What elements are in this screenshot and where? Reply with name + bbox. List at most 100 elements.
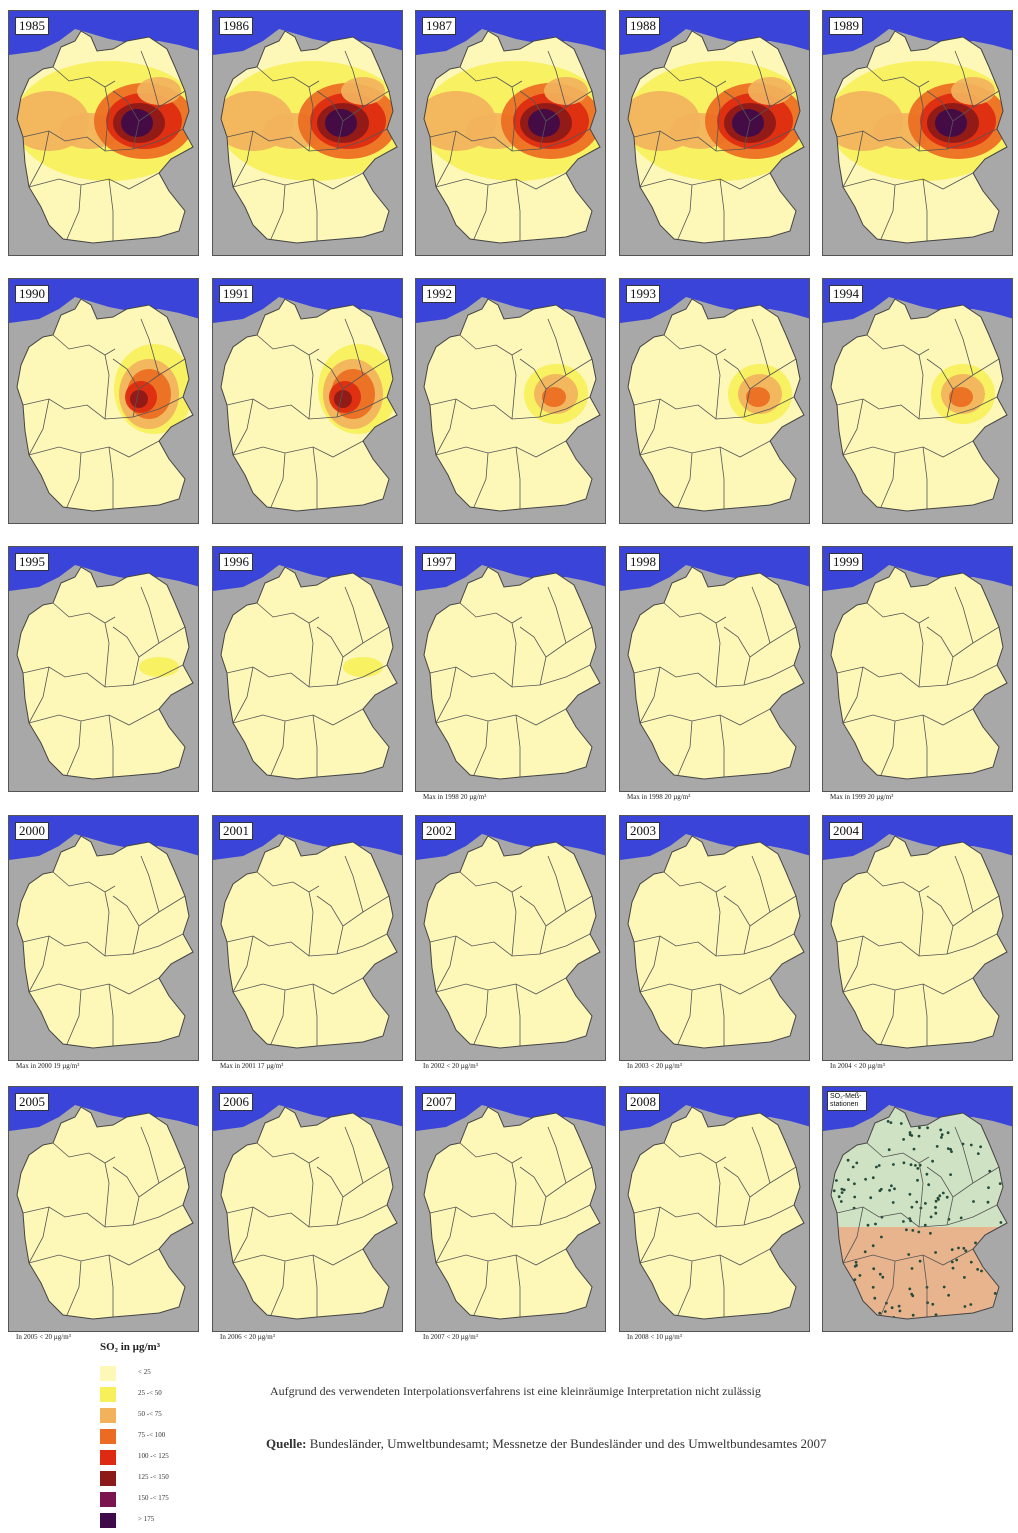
state-border xyxy=(539,1166,593,1226)
station-dot xyxy=(851,1165,855,1169)
station-dot xyxy=(949,1148,952,1151)
state-border xyxy=(108,1254,114,1317)
state-border xyxy=(880,720,896,776)
state-border xyxy=(743,358,797,418)
station-dot xyxy=(964,1249,968,1253)
state-border xyxy=(226,128,388,152)
state-border xyxy=(926,358,954,390)
concentration-area xyxy=(343,657,383,677)
state-border xyxy=(715,354,721,420)
state-border xyxy=(232,398,254,456)
sea-area xyxy=(213,547,402,591)
state-border xyxy=(946,90,1000,150)
state-border xyxy=(132,358,186,418)
state-border xyxy=(539,90,593,150)
state-border xyxy=(719,714,725,777)
station-dot xyxy=(871,1176,875,1180)
legend-swatch xyxy=(100,1492,116,1507)
germany-map xyxy=(823,11,1012,244)
state-border xyxy=(232,1206,254,1264)
station-dot xyxy=(938,1194,942,1198)
state-border xyxy=(270,452,286,508)
state-border xyxy=(723,90,751,122)
map-panel-2005: 2005 xyxy=(8,1086,199,1332)
state-border xyxy=(677,720,693,776)
station-dot xyxy=(929,1215,933,1219)
state-border xyxy=(842,172,974,190)
station-dot xyxy=(986,1309,990,1313)
state-border xyxy=(836,128,998,152)
map-caption: Max in 1998 20 µg/m³ xyxy=(423,793,487,801)
year-label: 1987 xyxy=(422,17,456,35)
year-label: 2002 xyxy=(422,822,456,840)
station-dot xyxy=(854,1260,858,1264)
station-dot xyxy=(910,1292,914,1296)
station-map-panel: SO₂-Meß-stationen xyxy=(822,1086,1013,1332)
state-border xyxy=(715,86,721,152)
map-panel-1998: 1998 xyxy=(619,546,810,792)
map-panel-2008: 2008 xyxy=(619,1086,810,1332)
state-border xyxy=(723,1166,751,1198)
station-dot xyxy=(963,1276,966,1279)
sea-area xyxy=(823,547,1012,591)
station-dot xyxy=(842,1188,846,1192)
state-border xyxy=(511,1162,517,1228)
state-border xyxy=(336,90,390,150)
state-border xyxy=(140,1126,160,1184)
germany-map xyxy=(620,816,809,1049)
state-border xyxy=(842,1206,864,1264)
country-border xyxy=(830,298,1008,512)
state-border xyxy=(842,935,864,993)
germany-land xyxy=(628,836,804,1048)
concentration-area xyxy=(528,109,560,137)
source-label: Quelle: xyxy=(266,1436,307,1451)
state-border xyxy=(677,989,693,1045)
state-border xyxy=(880,184,896,240)
state-border xyxy=(112,358,140,390)
state-border xyxy=(918,891,924,957)
country-border xyxy=(627,298,805,512)
state-border xyxy=(922,446,928,509)
station-dot xyxy=(835,1147,839,1151)
state-border xyxy=(547,1126,567,1184)
state-border xyxy=(140,50,160,108)
country-border xyxy=(830,1106,1008,1320)
state-border xyxy=(639,440,771,458)
map-panel-2003: 2003 xyxy=(619,815,810,1061)
country-border xyxy=(423,566,601,780)
station-dot xyxy=(845,1305,849,1309)
map-panel-2000: 2000 xyxy=(8,815,199,1061)
map-panel-1987: 1987 xyxy=(415,10,606,256)
state-border xyxy=(663,66,727,88)
state-border xyxy=(880,989,896,1045)
state-border xyxy=(663,334,727,356)
sea-area xyxy=(823,816,1012,860)
state-border xyxy=(918,86,924,152)
germany-map xyxy=(416,816,605,1049)
state-border xyxy=(842,708,974,726)
state-border xyxy=(429,664,591,688)
germany-map xyxy=(620,547,809,780)
year-label: 2006 xyxy=(219,1093,253,1111)
state-border xyxy=(866,602,930,624)
germany-land xyxy=(628,299,804,511)
sea-area xyxy=(823,1087,1012,1131)
station-dot xyxy=(934,1251,937,1254)
state-border xyxy=(539,895,593,955)
country-border xyxy=(627,30,805,244)
year-label: 1993 xyxy=(626,285,660,303)
map-panel-2006: 2006 xyxy=(212,1086,403,1332)
state-border xyxy=(547,586,567,644)
legend-swatch xyxy=(100,1429,116,1444)
state-border xyxy=(270,989,286,1045)
station-dot xyxy=(986,1263,989,1267)
station-dot xyxy=(839,1200,843,1203)
map-caption: In 2002 < 20 µg/m³ xyxy=(423,1062,478,1070)
source-note: Quelle: Bundesländer, Umweltbundesamt; M… xyxy=(266,1436,866,1452)
state-border xyxy=(66,1260,82,1316)
station-dot xyxy=(861,1123,864,1127)
station-dot xyxy=(951,1266,955,1270)
state-border xyxy=(473,184,489,240)
state-border xyxy=(511,86,517,152)
state-border xyxy=(473,989,489,1045)
